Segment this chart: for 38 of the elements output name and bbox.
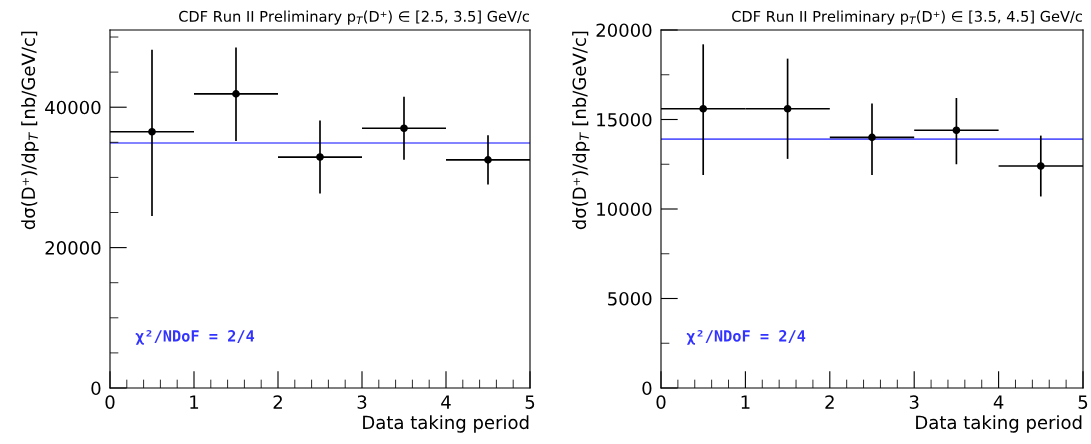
point	[868, 133, 876, 142]
point	[484, 156, 492, 164]
y-axis-title: dσ(D⁺)/dp$_{T}$ [nb/GeV/c]	[572, 31, 590, 230]
y-tick-label: 5000	[608, 291, 652, 306]
x-tick-label: 5	[525, 395, 535, 409]
annotation: χ²/NDoF = 2/4	[135, 330, 255, 345]
point	[952, 126, 961, 135]
x-tick-label: 0	[105, 395, 115, 409]
x-tick-label: 1	[190, 395, 199, 409]
point	[783, 104, 792, 113]
point	[699, 104, 708, 113]
x-tick-label: 2	[273, 395, 282, 409]
point	[148, 127, 156, 136]
chart-title: CDF Run II Preliminary p$_{T}$(D⁺) ∈ [3.5, 4.5] GeV/c	[732, 10, 1082, 25]
y-tick-label: 10000	[597, 202, 652, 217]
y-tick-label: 20000	[45, 241, 101, 255]
chart-title: CDF Run II Preliminary p$_{T}$(D⁺) ∈ [2.5, 3.5] GeV/c	[179, 10, 529, 25]
x-tick-label: 3	[357, 395, 367, 409]
point	[232, 90, 240, 98]
y-tick-label: 15000	[597, 112, 652, 127]
x-tick-label: 5	[1078, 395, 1088, 409]
x-tick-label: 4	[441, 395, 451, 409]
y-axis-title: dσ(D⁺)/dp$_{T}$ [nb/GeV/c]	[21, 31, 39, 230]
y-tick-label: 40000	[45, 100, 101, 115]
point	[316, 153, 324, 161]
y-tick-label: 0	[91, 381, 101, 396]
y-tick-label: 0	[642, 381, 652, 396]
x-axis-title: Data taking period	[363, 415, 529, 433]
x-tick-label: 1	[741, 395, 750, 409]
x-tick-label: 3	[909, 395, 919, 409]
y-tick-label: 20000	[596, 23, 652, 38]
x-axis-title: Data taking period	[916, 415, 1082, 433]
annotation: χ²/NDoF = 2/4	[686, 330, 806, 345]
point	[400, 124, 408, 133]
x-tick-label: 4	[993, 395, 1004, 409]
x-tick-label: 2	[825, 395, 834, 409]
point	[1036, 162, 1045, 170]
x-tick-label: 0	[656, 395, 666, 409]
